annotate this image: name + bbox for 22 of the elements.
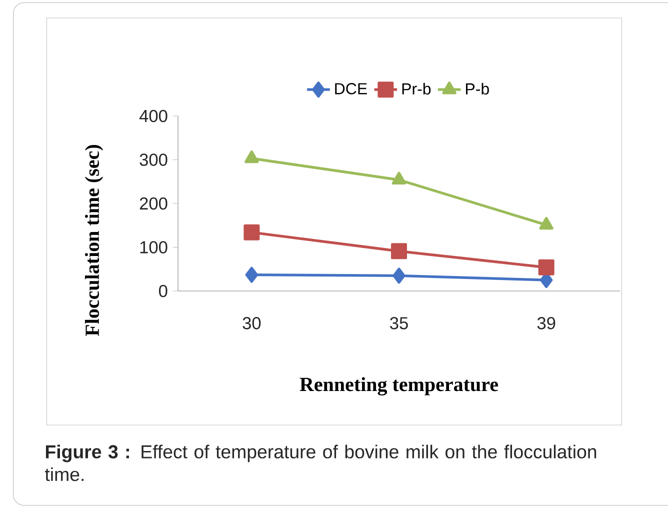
- point: [245, 266, 258, 283]
- point: [244, 224, 260, 240]
- y-axis-title: Flocculation time (sec): [84, 145, 104, 336]
- y-tick-label: 400: [139, 110, 168, 122]
- y-tick-label: 0: [158, 284, 168, 298]
- x-tick-label: 35: [390, 317, 408, 330]
- legend-label: P-b: [466, 82, 489, 95]
- x-tick-label: 30: [242, 317, 261, 330]
- y-tick-label: 300: [140, 154, 168, 166]
- legend-label: DCE: [335, 83, 367, 94]
- x-tick-label: 39: [537, 317, 556, 330]
- text: Figure 3 : Effect of temperature of bovine milk on the flocculation time.: [45, 444, 596, 482]
- x-axis-title: Renneting temperature: [300, 377, 498, 396]
- y-tick-label: 200: [140, 197, 168, 210]
- point: [391, 243, 408, 260]
- y-tick-label: 100: [140, 241, 168, 254]
- point: [539, 216, 554, 230]
- point: [244, 150, 259, 164]
- point: [538, 259, 554, 276]
- legend-label: Pr-b: [402, 82, 431, 95]
- point: [392, 172, 406, 185]
- point: [392, 268, 406, 284]
